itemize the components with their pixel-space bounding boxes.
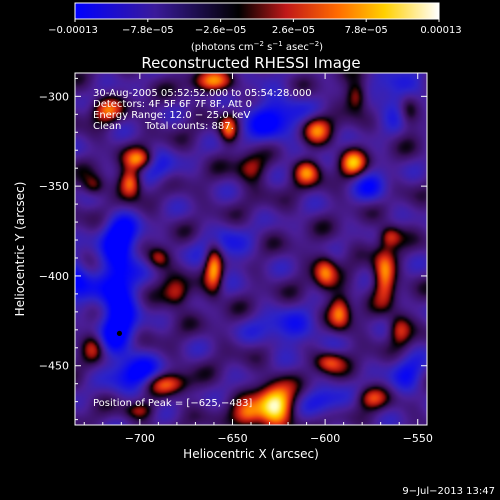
x-axis: −700 −650 −600 −550 (83, 73, 433, 445)
y-tick-label: −350 (39, 180, 69, 193)
x-axis-label: Heliocentric X (arcsec) (183, 447, 319, 461)
y-tick-label: −450 (39, 360, 69, 373)
colorbar-unit-label: (photons cm−2 s−1 asec−2) (191, 40, 323, 53)
y-tick-label: −300 (39, 90, 69, 103)
render-timestamp: 9−Jul−2013 13:47 (402, 486, 495, 497)
x-tick-label: −650 (217, 432, 247, 445)
colorbar: −0.00013 −7.8e−05 −2.6e−05 2.6e−05 7.8e−05 0.… (48, 2, 462, 53)
colorbar-tick-label: −7.8e−05 (122, 25, 174, 36)
annotation-time-range: 30-Aug-2005 05:52:52.000 to 05:54:28.000 (93, 88, 312, 99)
colorbar-tick-label: 0.00013 (420, 25, 461, 36)
annotation-detectors: Detectors: 4F 5F 6F 7F 8F, Att 0 (93, 99, 252, 110)
plot-annotations: 30-Aug-2005 05:52:52.000 to 05:54:28.000… (93, 88, 312, 409)
y-axis: −300 −350 −400 −450 (39, 77, 427, 421)
colorbar-tick-label: 2.6e−05 (272, 25, 315, 36)
colorbar-tick-label: −2.6e−05 (195, 25, 247, 36)
chart-title: Reconstructed RHESSI Image (141, 54, 360, 72)
colorbar-tick-label: −0.00013 (48, 25, 98, 36)
heatmap-image (75, 73, 427, 425)
colorbar-tick-label: 7.8e−05 (345, 25, 388, 36)
y-tick-label: −400 (39, 270, 69, 283)
x-tick-label: −550 (403, 432, 433, 445)
colorbar-gradient (74, 2, 440, 20)
map-marker (116, 330, 123, 337)
annotation-algorithm: Clean (93, 121, 121, 132)
x-tick-label: −700 (125, 432, 155, 445)
y-axis-label: Heliocentric Y (arcsec) (13, 182, 27, 317)
annotation-peak-position: Position of Peak = [−625,−483] (93, 398, 252, 409)
annotation-total-counts: Total counts: 887. (144, 121, 234, 132)
x-tick-label: −600 (310, 432, 340, 445)
annotation-energy-range: Energy Range: 12.0 − 25.0 keV (93, 110, 250, 121)
colorbar-ticks: −0.00013 −7.8e−05 −2.6e−05 2.6e−05 7.8e−05 0.… (48, 19, 462, 36)
